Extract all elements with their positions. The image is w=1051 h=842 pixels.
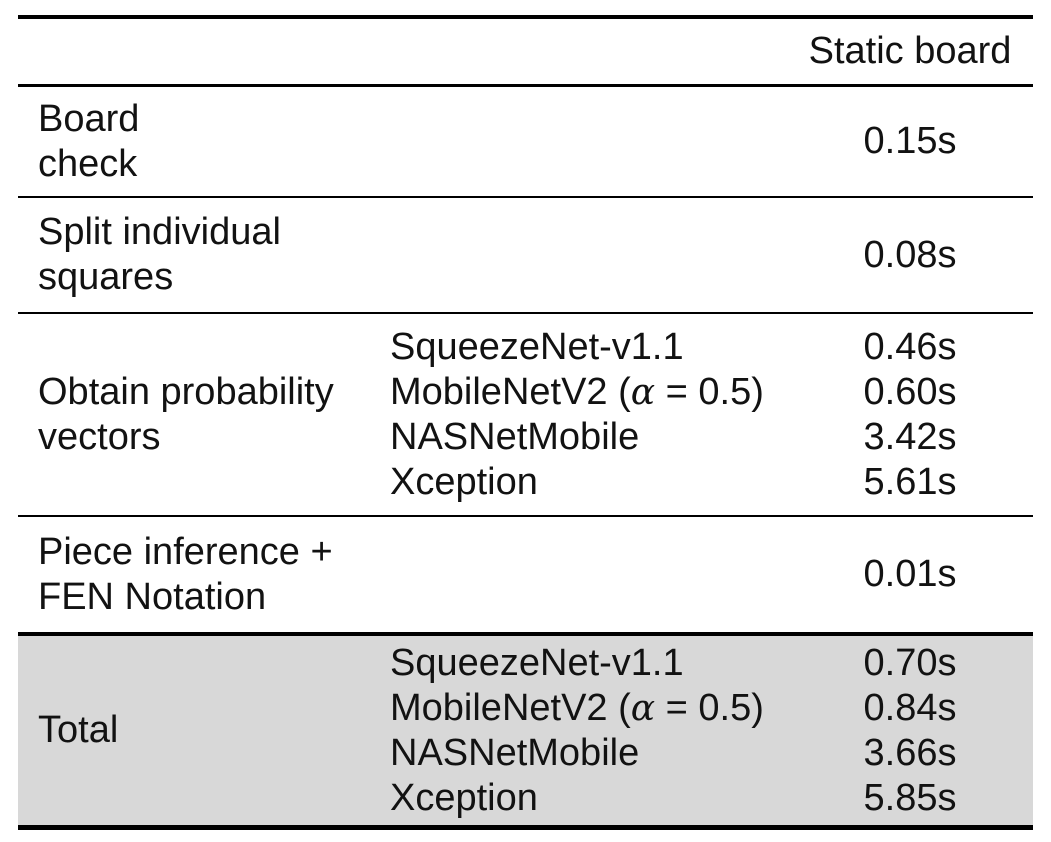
label-line: FEN Notation (38, 575, 267, 618)
model-name: NASNetMobile (390, 415, 640, 458)
row-model-list: SqueezeNet-v1.1 MobileNetV2 (α = 0.5) NA… (390, 325, 787, 505)
label-line: Total (38, 709, 119, 751)
row-model-list: SqueezeNet-v1.1 MobileNetV2 (α = 0.5) NA… (390, 641, 787, 821)
model-name: NASNetMobile (390, 731, 640, 774)
row-value: 0.15s (863, 120, 957, 162)
row-value: 0.01s (863, 553, 957, 595)
row-label: Total (18, 708, 390, 753)
model-name: SqueezeNet-v1.1 (390, 641, 684, 684)
table-header-row: Static board (18, 19, 1033, 87)
timing-value: 3.42s (863, 415, 957, 458)
table-row-piece-inference: Piece inference + FEN Notation 0.01s (18, 517, 1033, 636)
row-value-list: 0.70s 0.84s 3.66s 5.85s (787, 641, 1033, 821)
model-name-part: MobileNetV2 ( (390, 686, 631, 729)
model-name-part: = 0.5) (655, 686, 764, 729)
model-name: Xception (390, 776, 538, 819)
label-line: Piece inference + (38, 530, 333, 573)
header-static-board: Static board (808, 30, 1012, 72)
alpha-symbol: α (630, 687, 656, 729)
model-name: MobileNetV2 (α = 0.5) (390, 686, 787, 731)
timing-value: 0.60s (863, 370, 957, 413)
model-name: MobileNetV2 (α = 0.5) (390, 370, 787, 415)
row-label: Split individual squares (18, 210, 390, 300)
table-row-board-check: Board check 0.15s (18, 87, 1033, 198)
label-line: Split individual (38, 211, 281, 253)
timing-value: 0.46s (863, 325, 957, 368)
model-name-part: = 0.5) (655, 370, 764, 413)
timing-value: 3.66s (863, 731, 957, 774)
row-value-list: 0.46s 0.60s 3.42s 5.61s (787, 325, 1033, 505)
pipeline-timing-table: Static board Board check 0.15s Split ind… (18, 15, 1033, 830)
timing-value: 5.85s (863, 776, 957, 819)
label-line: check (38, 142, 138, 185)
timing-value: 0.70s (863, 641, 957, 684)
table-row-total: Total SqueezeNet-v1.1 MobileNetV2 (α = 0… (18, 636, 1033, 825)
model-name-part: MobileNetV2 ( (390, 370, 631, 413)
table-row-split-squares: Split individual squares 0.08s (18, 198, 1033, 314)
label-line: vectors (38, 415, 161, 458)
timing-value: 5.61s (863, 460, 957, 503)
timing-value: 0.84s (863, 686, 957, 729)
row-value: 0.08s (863, 233, 957, 276)
label-line: squares (38, 256, 174, 298)
row-label: Obtain probability vectors (18, 370, 390, 460)
label-line: Board (38, 97, 140, 140)
row-label: Board check (18, 97, 390, 187)
model-name: Xception (390, 460, 538, 503)
table-row-probability-vectors: Obtain probability vectors SqueezeNet-v1… (18, 314, 1033, 517)
label-line: Obtain probability (38, 370, 334, 413)
row-label: Piece inference + FEN Notation (18, 530, 390, 620)
model-name: SqueezeNet-v1.1 (390, 325, 684, 368)
alpha-symbol: α (630, 371, 656, 413)
